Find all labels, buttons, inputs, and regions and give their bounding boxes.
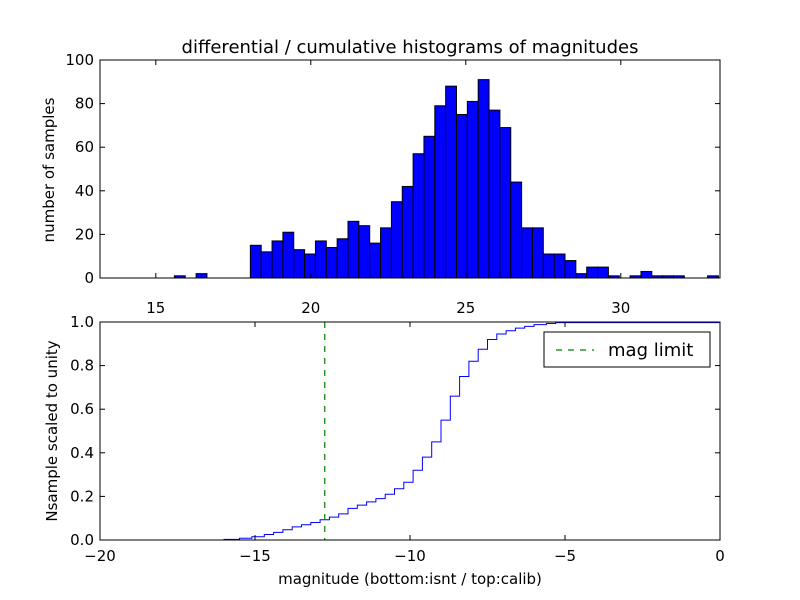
histogram-bar <box>466 100 479 279</box>
bottom-plot-frame <box>99 321 721 541</box>
cumulative-step-line <box>100 322 721 541</box>
histogram-bar <box>195 273 208 279</box>
histogram-bar <box>347 220 360 279</box>
top-x-tick-label: 30 <box>611 299 630 317</box>
histogram-bar <box>488 109 501 279</box>
bottom-x-tick-label: −15 <box>239 547 271 565</box>
histogram-bar <box>358 225 371 279</box>
histogram-bar <box>293 249 306 279</box>
histogram-bar <box>521 227 533 279</box>
histogram-bar <box>325 246 338 279</box>
chart-title: differential / cumulative histograms of … <box>182 37 639 58</box>
histogram-bar <box>510 181 523 279</box>
top-y-tick-label: 0 <box>84 269 94 287</box>
histogram-bar <box>477 79 490 279</box>
legend: mag limit <box>543 331 711 368</box>
bottom-y-tick-label: 1.0 <box>70 313 94 331</box>
top-plot-frame <box>99 59 721 279</box>
histogram-bar <box>271 240 284 279</box>
histogram-bar <box>423 135 436 279</box>
legend-label-mag-limit: mag limit <box>608 340 693 361</box>
histogram-bar <box>282 231 295 279</box>
histogram-bar <box>314 240 327 279</box>
histogram-bar <box>445 85 457 279</box>
histogram-bar <box>369 242 382 279</box>
histogram-bar <box>542 253 555 279</box>
top-y-tick-label: 60 <box>75 138 94 156</box>
bottom-x-tick-label: −10 <box>394 547 426 565</box>
bottom-y-tick-label: 0.0 <box>70 531 94 549</box>
top-x-tick-label: 15 <box>146 299 165 317</box>
bottom-plot-group <box>100 322 721 541</box>
histogram-bar <box>553 253 566 279</box>
top-y-tick-label: 80 <box>75 95 94 113</box>
histogram-bar <box>336 238 349 279</box>
histogram-bar <box>597 266 609 279</box>
histogram-bar <box>390 201 403 279</box>
bottom-y-tick-label: 0.2 <box>70 487 94 505</box>
histogram-bar <box>531 227 544 279</box>
top-y-tick-label: 20 <box>75 225 94 243</box>
bottom-ticks-group: 0.0 0.2 0.4 0.6 0.8 1.0 −20 −15 −10 −5 0 <box>70 313 725 565</box>
histogram-bar <box>412 153 425 279</box>
top-bars-group <box>173 79 719 279</box>
top-y-axis-label: number of samples <box>40 97 58 242</box>
bottom-x-axis-label: magnitude (bottom:isnt / top:calib) <box>278 570 542 588</box>
histogram-bar <box>260 251 273 279</box>
histogram-bar <box>249 244 262 279</box>
top-y-tick-label: 40 <box>75 182 94 200</box>
top-y-tick-label: 100 <box>65 51 94 69</box>
histogram-bar <box>456 114 468 279</box>
top-x-tick-label: 20 <box>301 299 320 317</box>
histogram-bar <box>586 266 599 279</box>
histogram-bar <box>575 273 588 279</box>
histogram-bar <box>499 127 512 279</box>
top-x-tick-label: 25 <box>456 299 475 317</box>
histogram-bar <box>380 227 392 279</box>
bottom-y-tick-label: 0.6 <box>70 400 94 418</box>
bottom-y-tick-label: 0.4 <box>70 444 94 462</box>
bottom-x-tick-label: −20 <box>84 547 116 565</box>
histogram-bar <box>564 260 577 279</box>
histogram-bar <box>434 105 447 279</box>
bottom-x-tick-label: 0 <box>715 547 725 565</box>
histogram-bar <box>640 270 653 279</box>
bottom-y-axis-label: Nsample scaled to unity <box>43 340 61 521</box>
histogram-bar <box>401 185 414 279</box>
bottom-y-tick-label: 0.8 <box>70 357 94 375</box>
bottom-x-tick-label: −5 <box>554 547 576 565</box>
histogram-bar <box>304 253 316 279</box>
